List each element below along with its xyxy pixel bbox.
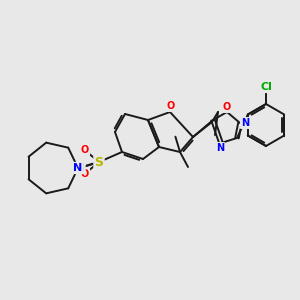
Text: N: N <box>241 118 249 128</box>
Text: O: O <box>167 101 175 111</box>
Text: Cl: Cl <box>260 82 272 92</box>
Text: S: S <box>94 155 103 169</box>
Text: O: O <box>81 169 89 179</box>
Text: N: N <box>74 163 82 173</box>
Text: N: N <box>216 143 224 153</box>
Text: O: O <box>223 102 231 112</box>
Text: N: N <box>75 163 85 173</box>
Text: O: O <box>81 145 89 155</box>
